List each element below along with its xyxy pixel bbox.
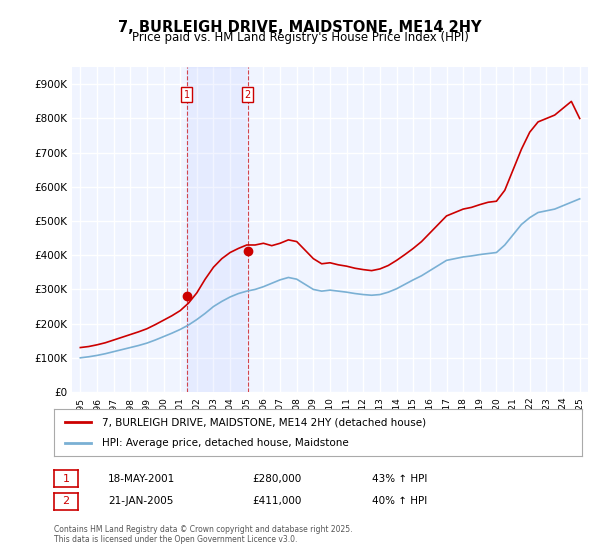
Text: £280,000: £280,000: [252, 474, 301, 484]
Text: 2: 2: [244, 90, 251, 100]
Text: 2: 2: [62, 496, 70, 506]
Text: 43% ↑ HPI: 43% ↑ HPI: [372, 474, 427, 484]
Text: 40% ↑ HPI: 40% ↑ HPI: [372, 496, 427, 506]
Text: Contains HM Land Registry data © Crown copyright and database right 2025.
This d: Contains HM Land Registry data © Crown c…: [54, 525, 353, 544]
Text: 1: 1: [184, 90, 190, 100]
Text: 18-MAY-2001: 18-MAY-2001: [108, 474, 175, 484]
Bar: [187, 67, 248, 392]
Text: Price paid vs. HM Land Registry's House Price Index (HPI): Price paid vs. HM Land Registry's House …: [131, 31, 469, 44]
Text: 21-JAN-2005: 21-JAN-2005: [108, 496, 173, 506]
Text: 7, BURLEIGH DRIVE, MAIDSTONE, ME14 2HY (detached house): 7, BURLEIGH DRIVE, MAIDSTONE, ME14 2HY (…: [101, 417, 425, 427]
Text: £411,000: £411,000: [252, 496, 301, 506]
Text: 7, BURLEIGH DRIVE, MAIDSTONE, ME14 2HY: 7, BURLEIGH DRIVE, MAIDSTONE, ME14 2HY: [118, 20, 482, 35]
Text: 1: 1: [62, 474, 70, 484]
Text: HPI: Average price, detached house, Maidstone: HPI: Average price, detached house, Maid…: [101, 438, 348, 448]
